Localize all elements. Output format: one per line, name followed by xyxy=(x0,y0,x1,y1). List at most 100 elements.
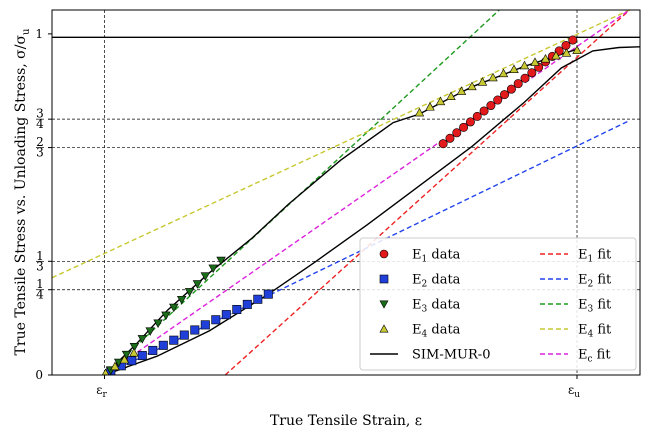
data-point-E1 xyxy=(479,106,489,116)
data-point-E2 xyxy=(190,325,200,335)
legend-label-sub: 4 xyxy=(422,330,428,340)
x-tick-symbol: ε xyxy=(96,383,102,397)
x-tick-subscript: r xyxy=(102,390,107,400)
y-axis-label: True Tensile Stress vs. Unloading Stress… xyxy=(13,28,32,355)
data-point-E2 xyxy=(232,305,242,315)
data-point-E4 xyxy=(129,348,139,357)
x-axis-label: True Tensile Strain, ε xyxy=(270,413,422,429)
legend-label: E1 data xyxy=(412,248,461,265)
legend-label-name: E xyxy=(412,323,422,338)
data-point-E1 xyxy=(561,40,571,50)
data-point-E2 xyxy=(242,299,252,309)
legend-marker-E2 xyxy=(379,274,389,284)
data-point-E4 xyxy=(488,72,498,82)
data-point-E4 xyxy=(561,48,572,57)
data-point-E3 xyxy=(161,311,171,321)
data-point-E4 xyxy=(456,86,467,95)
data-point-E4 xyxy=(101,368,110,375)
data-point-E1 xyxy=(513,79,523,89)
data-point-E4 xyxy=(467,81,477,91)
y-tick-denominator: 4 xyxy=(36,117,44,131)
data-point-E4 xyxy=(530,57,540,66)
legend-label-sub: 2 xyxy=(588,280,594,290)
data-point-E1 xyxy=(486,101,496,111)
legend-box xyxy=(359,237,637,371)
y-tick-numerator: 2 xyxy=(36,135,44,149)
y-tick-label: 1 xyxy=(35,27,43,41)
data-point-E2 xyxy=(148,345,158,355)
legend-label-sub: 1 xyxy=(422,255,428,265)
data-point-E2 xyxy=(169,335,179,345)
legend-label-sub: c xyxy=(588,355,593,365)
data-point-E1 xyxy=(438,139,448,149)
data-point-E3 xyxy=(176,295,187,305)
data-point-E4 xyxy=(425,102,435,111)
legend-label: E4 fit xyxy=(578,323,612,340)
fit-line-E4 xyxy=(52,10,630,279)
data-point-E4 xyxy=(519,60,530,70)
y-tick-denominator: 4 xyxy=(36,288,44,302)
legend-label-suffix: fit xyxy=(593,298,612,313)
legend-marker-E4 xyxy=(379,324,389,333)
data-point-E2 xyxy=(211,315,221,325)
legend-label-name: E xyxy=(578,273,588,288)
data-point-E3 xyxy=(169,303,179,313)
legend-label-sub: 3 xyxy=(588,305,594,315)
data-point-E2 xyxy=(179,330,189,340)
data-point-E4 xyxy=(477,77,488,86)
model-curve-lower xyxy=(104,46,640,375)
legend-label-name: E xyxy=(578,298,588,313)
data-point-E4 xyxy=(498,68,509,78)
legend-label-suffix: data xyxy=(427,248,460,263)
data-point-E3 xyxy=(137,335,148,344)
data-point-E1 xyxy=(520,73,530,83)
data-point-E1 xyxy=(500,90,510,100)
legend-label-name: SIM-MUR-0 xyxy=(412,348,490,363)
legend-label-suffix: fit xyxy=(593,348,612,363)
legend-marker-E1 xyxy=(379,249,389,259)
legend-label: Ec fit xyxy=(578,348,611,365)
legend-label-suffix: fit xyxy=(593,248,612,263)
data-point-E2 xyxy=(263,289,273,299)
legend-label-suffix: fit xyxy=(593,323,612,338)
x-tick-symbol: ε xyxy=(568,383,574,397)
data-point-E3 xyxy=(153,319,163,328)
data-markers xyxy=(101,35,582,375)
legend-label: E1 fit xyxy=(578,248,612,265)
legend-label-sub: 2 xyxy=(422,280,428,290)
data-point-E4 xyxy=(540,53,551,63)
data-point-E1 xyxy=(459,122,469,132)
fit-line-E1 xyxy=(224,10,630,375)
data-point-E3 xyxy=(184,288,195,297)
y-tick-label: 0 xyxy=(35,368,43,382)
data-point-E1 xyxy=(465,117,475,127)
y-tick-denominator: 3 xyxy=(36,146,44,160)
data-point-E4 xyxy=(551,50,561,60)
data-point-E4 xyxy=(572,45,582,54)
data-point-E2 xyxy=(158,340,168,350)
x-tick-subscript: u xyxy=(574,390,580,400)
data-point-E2 xyxy=(200,320,210,330)
legend-label-name: E xyxy=(412,273,422,288)
y-tick-denominator: 3 xyxy=(36,259,44,273)
legend-label-name: E xyxy=(578,323,588,338)
legend-label-sub: 1 xyxy=(588,255,594,265)
data-point-E3 xyxy=(200,272,211,281)
data-point-E3 xyxy=(208,264,218,274)
data-point-E3 xyxy=(216,256,226,266)
plot-frame xyxy=(51,9,641,376)
legend-marker-E3 xyxy=(379,300,389,309)
legend-label: E4 data xyxy=(412,323,461,340)
y-tick-numerator: 3 xyxy=(36,107,44,121)
data-point-E2 xyxy=(137,351,147,361)
legend-label: E3 data xyxy=(412,298,461,315)
data-point-E1 xyxy=(493,95,503,105)
fit-line-Ec xyxy=(104,10,630,375)
data-point-E4 xyxy=(110,361,120,371)
y-axis-label-main: True Tensile Stress vs. Unloading Stress… xyxy=(13,35,29,356)
legend-label-sub: 4 xyxy=(588,330,594,340)
y-tick-numerator: 1 xyxy=(36,249,44,263)
